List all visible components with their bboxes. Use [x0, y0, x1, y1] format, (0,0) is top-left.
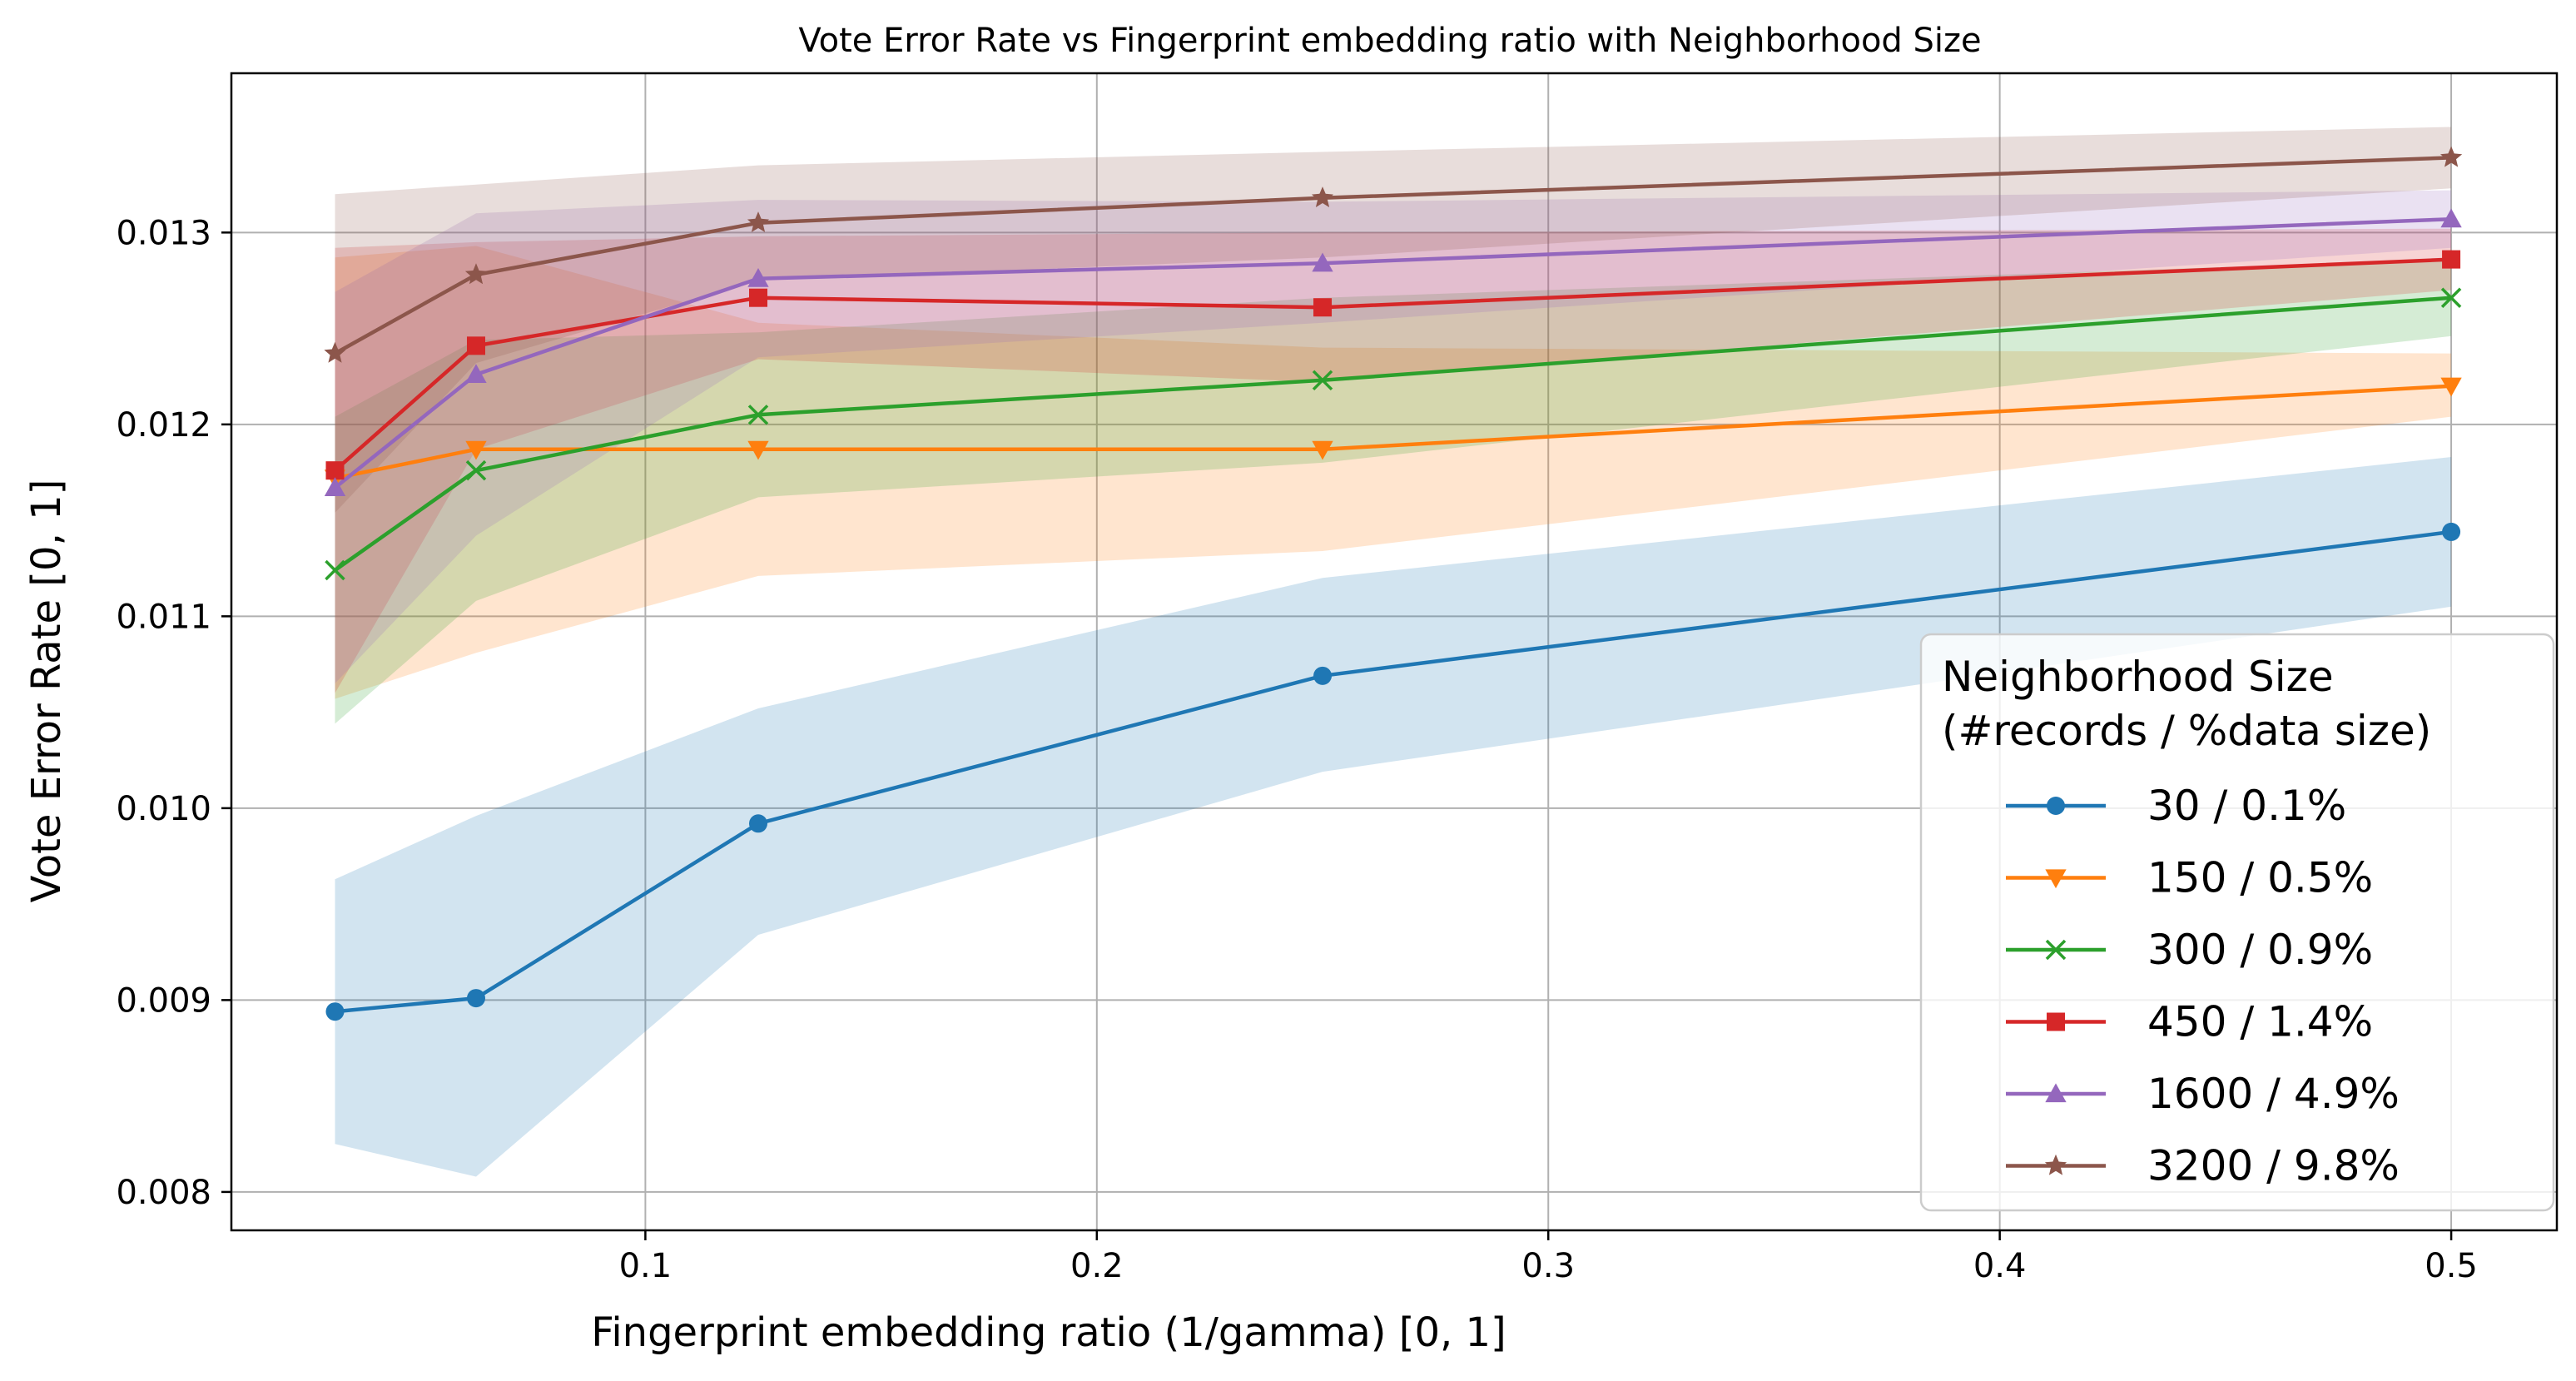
y-axis-label: Vote Error Rate [0, 1]	[23, 479, 70, 903]
y-tick-label: 0.009	[116, 981, 211, 1020]
confidence-band	[335, 457, 2452, 1177]
confidence-band	[335, 259, 2452, 724]
x-tick-label: 0.3	[1521, 1247, 1575, 1285]
legend-marker	[2044, 1154, 2067, 1175]
legend: Neighborhood Size (#records / %data size…	[1919, 633, 2555, 1212]
series-markers	[324, 146, 2463, 1021]
data-point	[324, 341, 346, 363]
confidence-band	[335, 190, 2452, 684]
data-point	[325, 461, 345, 480]
data-point	[465, 440, 487, 460]
data-point	[2440, 287, 2462, 308]
x-marker-stroke	[325, 559, 345, 581]
data-point	[2442, 250, 2461, 269]
data-point	[747, 405, 769, 425]
legend-marker	[2047, 1012, 2065, 1031]
data-point	[2440, 146, 2463, 167]
y-tick-label: 0.008	[116, 1174, 211, 1212]
data-point	[749, 288, 768, 307]
legend-marker	[2045, 939, 2067, 961]
legend-label: 1600 / 4.9%	[2147, 1070, 2400, 1118]
x-tick-label: 0.1	[619, 1247, 673, 1285]
legend-marker	[2047, 797, 2065, 815]
data-point	[747, 268, 769, 287]
legend-marker	[2045, 869, 2067, 889]
data-point	[1312, 440, 1333, 460]
data-point	[749, 814, 768, 833]
data-point	[324, 477, 346, 497]
data-point	[2440, 208, 2462, 228]
data-point	[466, 989, 485, 1008]
legend-label: 300 / 0.9%	[2147, 926, 2373, 974]
data-point	[1312, 252, 1333, 272]
legend-title-line-2: (#records / %data size)	[1942, 707, 2431, 755]
x-marker-stroke	[2045, 939, 2067, 961]
data-point	[2440, 377, 2462, 397]
confidence-bands	[335, 127, 2452, 1177]
confidence-band	[335, 127, 2452, 513]
axis-ticks: 0.1 0.2 0.3 0.4 0.5 0.008 0.009 0.010 0.011 0.012…	[116, 214, 2477, 1285]
data-point	[464, 263, 488, 285]
y-tick-label: 0.010	[116, 790, 211, 828]
data-point	[2442, 522, 2461, 541]
y-tick-label: 0.011	[116, 598, 211, 636]
y-tick-label: 0.013	[116, 214, 211, 252]
x-tick-label: 0.5	[2425, 1247, 2478, 1285]
data-point	[325, 559, 345, 581]
data-point	[465, 460, 487, 481]
plot-frame	[230, 72, 2559, 1232]
confidence-band	[335, 246, 2452, 699]
data-point	[1313, 666, 1333, 685]
legend-label: 150 / 0.5%	[2147, 854, 2373, 902]
legend-entries: 30 / 0.1% 150 / 0.5% 300 / 0.9% 450 / 1.4% 1…	[2006, 782, 2400, 1190]
data-point	[325, 1002, 345, 1021]
data-point	[465, 364, 487, 384]
legend-title-line-1: Neighborhood Size	[1942, 653, 2334, 701]
x-marker-stroke	[2440, 287, 2462, 308]
confidence-band	[335, 228, 2452, 693]
y-tick-label: 0.012	[116, 406, 211, 445]
data-point	[466, 336, 485, 355]
x-tick-label: 0.4	[1973, 1247, 2027, 1285]
data-point	[1313, 298, 1333, 317]
legend-label: 450 / 1.4%	[2147, 998, 2373, 1046]
x-axis-label: Fingerprint embedding ratio (1/gamma) [0…	[591, 1309, 1506, 1356]
chart-title: Vote Error Rate vs Fingerprint embedding…	[798, 22, 1981, 60]
legend-label: 3200 / 9.8%	[2147, 1142, 2400, 1190]
data-point	[747, 440, 769, 460]
x-marker-stroke	[465, 460, 487, 481]
data-point	[1312, 370, 1333, 391]
legend-box	[1919, 633, 2555, 1212]
legend-marker	[2045, 1083, 2067, 1103]
legend-label: 30 / 0.1%	[2147, 782, 2346, 830]
x-marker-stroke	[747, 405, 769, 425]
data-point	[747, 211, 770, 232]
data-point	[1311, 186, 1334, 207]
x-tick-label: 0.2	[1070, 1247, 1124, 1285]
x-marker-stroke	[1312, 370, 1333, 391]
